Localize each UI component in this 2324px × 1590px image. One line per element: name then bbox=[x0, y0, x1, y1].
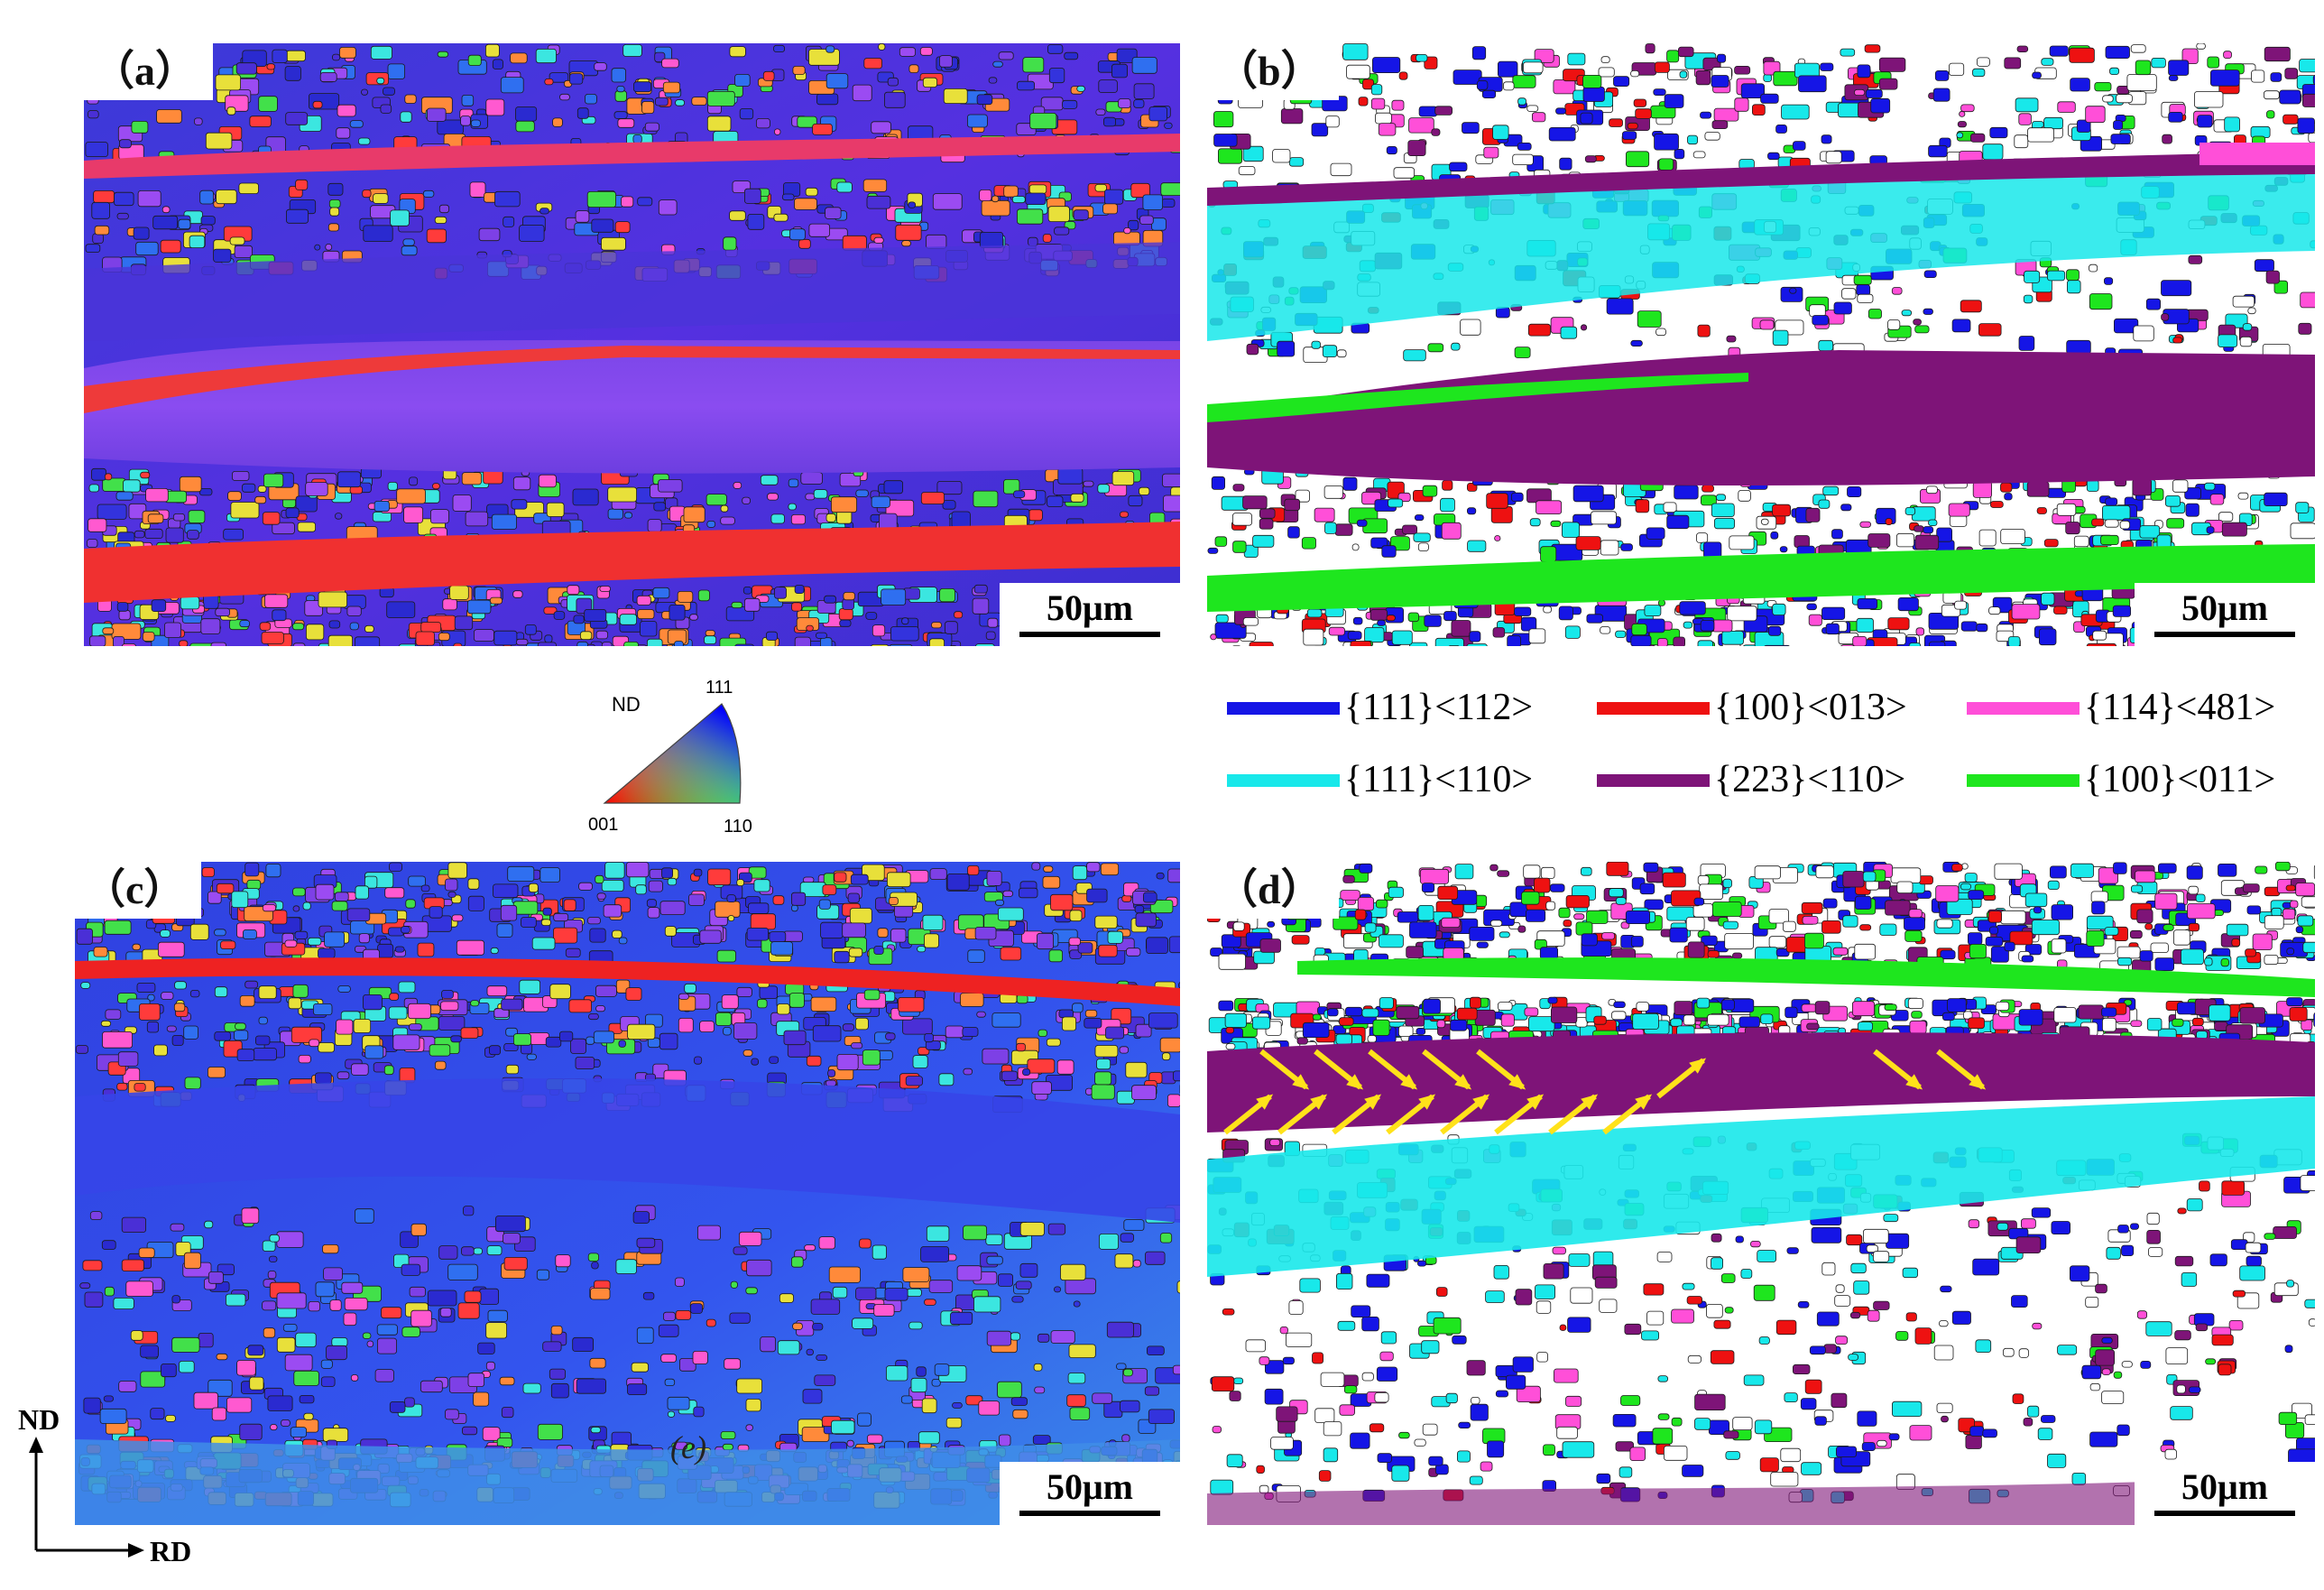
arrow-head-icon bbox=[1256, 1094, 1274, 1110]
arrow-head-icon bbox=[1472, 1094, 1490, 1110]
scale-bar-text: 50μm bbox=[2181, 1466, 2268, 1507]
scale-bar-line bbox=[2154, 1511, 2295, 1516]
arrow-head-icon bbox=[1635, 1094, 1653, 1110]
legend-swatch bbox=[1597, 702, 1710, 715]
arrow-head-icon bbox=[1508, 1074, 1526, 1090]
legend-label: {223}<110> bbox=[1714, 759, 1906, 800]
ebsd-ipf-map-a: （a） 50μm bbox=[84, 43, 1180, 646]
panel-label-d: （d） bbox=[1207, 862, 1339, 919]
arrow-head-icon bbox=[1454, 1074, 1472, 1090]
ipf-key-corner-111: 111 bbox=[706, 678, 733, 698]
ebsd-ipf-map-c: (e) （c） 50μm bbox=[75, 862, 1180, 1525]
ebsd-texture-map-d: （d） 50μm bbox=[1207, 862, 2315, 1525]
arrow-head-icon bbox=[1418, 1094, 1436, 1110]
panel-label-b: （b） bbox=[1207, 43, 1339, 100]
legend-swatch bbox=[1227, 702, 1340, 715]
arrow-head-icon bbox=[1310, 1094, 1328, 1110]
arrow-head-icon bbox=[1905, 1074, 1923, 1090]
scale-bar-text: 50μm bbox=[1047, 587, 1133, 628]
legend-label: {100}<011> bbox=[2084, 759, 2276, 800]
panel-label-a: （a） bbox=[84, 43, 213, 100]
ipf-key-corner-110: 110 bbox=[724, 817, 752, 837]
legend-swatch bbox=[1227, 774, 1340, 787]
texture-map-image bbox=[1207, 862, 2315, 1525]
arrow-head-icon bbox=[1292, 1074, 1310, 1090]
ebsd-texture-map-b: （b） 50μm bbox=[1207, 43, 2315, 646]
yellow-arrow-group bbox=[1223, 1049, 1987, 1135]
arrow-head-icon bbox=[1581, 1094, 1599, 1110]
scale-bar-line bbox=[2154, 632, 2295, 637]
scale-bar-text: 50μm bbox=[2181, 587, 2268, 628]
ipf-map-image bbox=[84, 43, 1180, 646]
scale-bar-b: 50μm bbox=[2135, 583, 2315, 646]
ipf-key-corner-001: 001 bbox=[588, 815, 618, 835]
texture-legend: {111}<112> {100}<013> {114}<481> {111}<110>… bbox=[1227, 686, 2310, 830]
legend-swatch bbox=[1967, 774, 2080, 787]
scale-bar-line bbox=[1019, 1511, 1160, 1516]
ipf-key-title: ND bbox=[612, 693, 641, 716]
texture-map-image bbox=[1207, 43, 2315, 646]
legend-label: {100}<013> bbox=[1714, 687, 1907, 728]
legend-swatch bbox=[1597, 774, 1710, 787]
legend-label: {114}<481> bbox=[2084, 687, 2276, 728]
legend-label: {111}<112> bbox=[1344, 687, 1534, 728]
legend-label: {111}<110> bbox=[1344, 759, 1534, 800]
arrow-head-icon bbox=[1526, 1094, 1545, 1110]
arrow-head-icon bbox=[1400, 1074, 1418, 1090]
orientation-axes: ND RD bbox=[18, 1399, 226, 1579]
scale-bar-d: 50μm bbox=[2135, 1462, 2315, 1525]
scale-bar-a: 50μm bbox=[1000, 583, 1180, 646]
ipf-map-image bbox=[75, 862, 1180, 1525]
arrow-head-icon bbox=[1346, 1074, 1364, 1090]
nd-axis-label: ND bbox=[18, 1403, 60, 1436]
legend-swatch bbox=[1967, 702, 2080, 715]
arrow-head-icon bbox=[1689, 1058, 1707, 1074]
arrow-head-icon bbox=[1969, 1074, 1987, 1090]
scale-bar-c: 50μm bbox=[1000, 1462, 1180, 1525]
panel-label-c: （c） bbox=[75, 862, 202, 919]
inner-region-mark: (e) bbox=[670, 1429, 706, 1465]
ipf-color-key: ND 111 001 110 bbox=[586, 668, 767, 848]
arrow-head-icon bbox=[1364, 1094, 1382, 1110]
scale-bar-line bbox=[1019, 632, 1160, 637]
rd-axis-label: RD bbox=[150, 1535, 191, 1567]
ipf-triangle-icon: ND 111 001 110 bbox=[588, 678, 752, 837]
scale-bar-text: 50μm bbox=[1047, 1466, 1133, 1507]
